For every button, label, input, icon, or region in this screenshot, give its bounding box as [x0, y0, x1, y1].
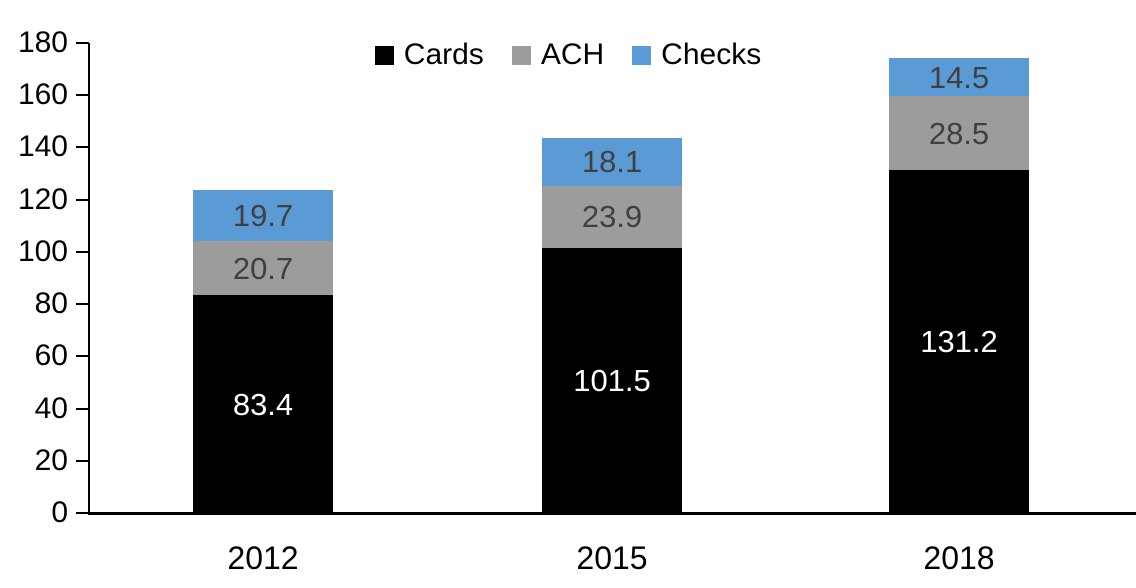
x-axis-tick-label: 2012 [227, 540, 299, 576]
y-axis-tick-mark [76, 94, 89, 97]
legend-item-ach: ACH [511, 38, 605, 71]
value-label: 28.5 [928, 115, 990, 151]
bar-segment-cards-2018: 131.2 [889, 170, 1029, 513]
value-label: 23.9 [581, 199, 643, 235]
y-axis-tick-mark [76, 42, 89, 44]
y-axis-tick-mark [76, 146, 89, 149]
bar-segment-ach-2012: 20.7 [193, 241, 333, 296]
bar-2015: 101.5 23.9 18.1 [542, 138, 682, 513]
value-label: 131.2 [920, 324, 998, 360]
x-axis-tick-label: 2018 [923, 540, 995, 576]
bar-segment-checks-2015: 18.1 [542, 138, 682, 186]
y-axis-tick-label: 100 [17, 234, 68, 268]
legend-swatch-ach-icon [511, 45, 531, 65]
y-axis-tick-mark [76, 303, 89, 306]
bar-segment-checks-2018: 14.5 [889, 58, 1029, 97]
y-axis-tick-mark [76, 407, 89, 410]
bar-segment-cards-2015: 101.5 [542, 247, 682, 513]
y-axis-tick-mark [76, 459, 89, 462]
y-axis-tick-label: 20 [34, 443, 68, 477]
y-axis-tick-label: 120 [17, 182, 68, 216]
y-axis-tick-label: 140 [17, 130, 68, 164]
bar-2012: 83.4 20.7 19.7 [193, 189, 333, 513]
value-label: 101.5 [573, 362, 651, 398]
y-axis-tick-label: 60 [34, 339, 68, 373]
legend-label-checks: Checks [661, 38, 762, 71]
legend-item-checks: Checks [632, 40, 761, 70]
y-axis-line [88, 43, 90, 515]
y-axis-tick-label: 180 [17, 26, 68, 59]
legend-item-cards: Cards [374, 38, 484, 71]
value-label: 18.1 [581, 144, 643, 180]
y-axis-tick-mark [76, 355, 89, 358]
y-axis-tick-label: 160 [17, 78, 68, 112]
y-axis-tick-label: 0 [51, 496, 68, 529]
x-axis-line [88, 512, 1136, 515]
bar-segment-ach-2018: 28.5 [889, 96, 1029, 171]
bar-segment-ach-2015: 23.9 [542, 185, 682, 248]
x-axis-tick-label: 2015 [576, 540, 648, 576]
y-axis-tick-mark [76, 512, 89, 514]
y-axis-tick-label: 40 [34, 391, 68, 425]
value-label: 14.5 [928, 59, 990, 95]
legend-label-ach: ACH [540, 38, 605, 71]
value-label: 20.7 [232, 250, 294, 286]
bar-2018: 131.2 28.5 14.5 [889, 58, 1029, 513]
legend-swatch-cards-icon [374, 45, 394, 65]
legend: Cards ACH Checks [0, 40, 1136, 70]
y-axis-tick-label: 80 [34, 287, 68, 321]
legend-swatch-checks-icon [632, 45, 652, 65]
y-axis-tick-mark [76, 250, 89, 253]
y-axis-tick-mark [76, 198, 89, 201]
bar-segment-checks-2012: 19.7 [193, 189, 333, 242]
value-label: 83.4 [232, 386, 294, 422]
bar-segment-cards-2012: 83.4 [193, 295, 333, 513]
legend-label-cards: Cards [403, 38, 484, 71]
value-label: 19.7 [232, 197, 294, 233]
